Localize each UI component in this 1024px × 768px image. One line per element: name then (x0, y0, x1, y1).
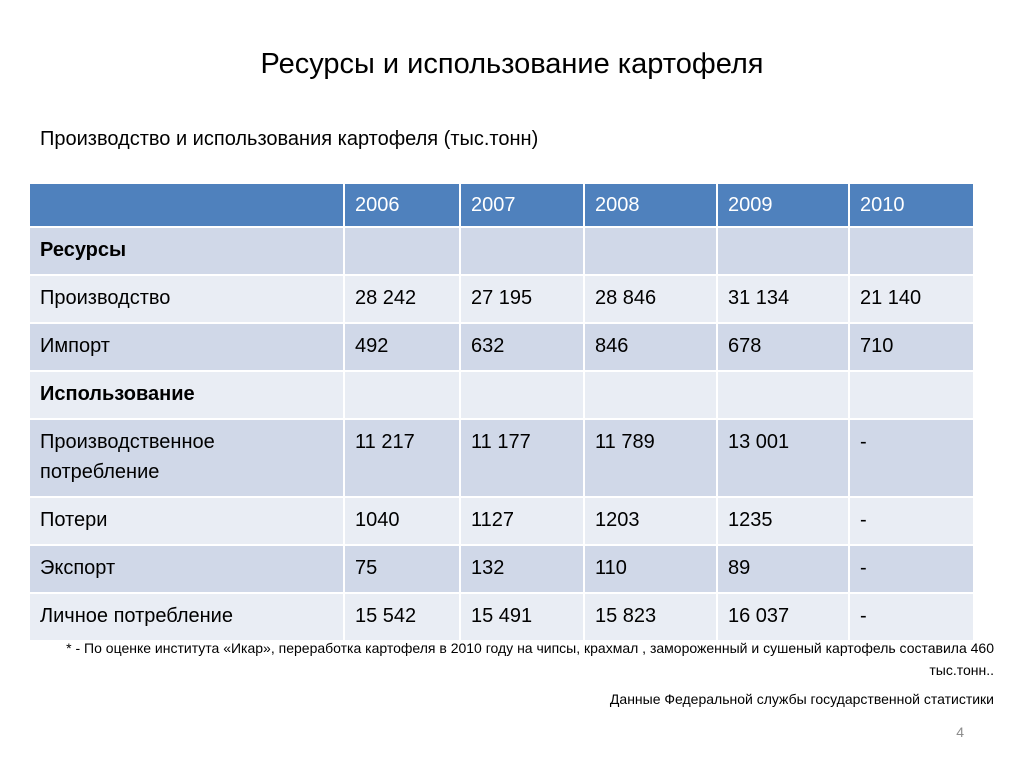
table-cell (583, 226, 718, 276)
table-row: Потери 1040 1127 1203 1235 - (28, 496, 975, 546)
table-row: Личное потребление 15 542 15 491 15 823 … (28, 592, 975, 642)
header-cell: 2010 (848, 182, 975, 228)
row-label: Ресурсы (28, 226, 345, 276)
table-cell: 11 217 (343, 418, 461, 498)
table-cell: 132 (459, 544, 585, 594)
header-cell: 2009 (716, 182, 850, 228)
page-number: 4 (956, 724, 964, 740)
table-cell: - (848, 544, 975, 594)
source-note: Данные Федеральной службы государственно… (609, 691, 994, 707)
row-label: Импорт (28, 322, 345, 372)
table-cell: 1127 (459, 496, 585, 546)
table-cell: 632 (459, 322, 585, 372)
table-cell: 16 037 (716, 592, 850, 642)
table-cell: 1203 (583, 496, 718, 546)
header-cell: 2007 (459, 182, 585, 228)
table-cell: 110 (583, 544, 718, 594)
table-cell: 75 (343, 544, 461, 594)
table-cell: 710 (848, 322, 975, 372)
table-row: Экспорт 75 132 110 89 - (28, 544, 975, 594)
table-cell (583, 370, 718, 420)
row-label: Личное потребление (28, 592, 345, 642)
row-label: Производственное потребление (28, 418, 345, 498)
table-cell: 11 789 (583, 418, 718, 498)
table-row: Использование (28, 370, 975, 420)
table-cell: - (848, 418, 975, 498)
table-cell (343, 370, 461, 420)
header-cell: 2008 (583, 182, 718, 228)
potato-data-table: 2006 2007 2008 2009 2010 Ресурсы Произво… (28, 182, 975, 642)
table-cell: - (848, 592, 975, 642)
table-cell: 28 242 (343, 274, 461, 324)
table-cell: 678 (716, 322, 850, 372)
table-cell: 13 001 (716, 418, 850, 498)
row-label: Использование (28, 370, 345, 420)
table-cell: 846 (583, 322, 718, 372)
table-cell: 21 140 (848, 274, 975, 324)
table-cell (848, 226, 975, 276)
row-label: Потери (28, 496, 345, 546)
table-row: Импорт 492 632 846 678 710 (28, 322, 975, 372)
row-label: Экспорт (28, 544, 345, 594)
table-cell: 28 846 (583, 274, 718, 324)
table-cell (848, 370, 975, 420)
table-cell: 11 177 (459, 418, 585, 498)
header-cell: 2006 (343, 182, 461, 228)
row-label: Производство (28, 274, 345, 324)
table-cell: 492 (343, 322, 461, 372)
table-cell (459, 226, 585, 276)
table-cell: 27 195 (459, 274, 585, 324)
table-cell: 89 (716, 544, 850, 594)
table-cell: 15 491 (459, 592, 585, 642)
header-cell (28, 182, 345, 228)
table-row: Производственное потребление 11 217 11 1… (28, 418, 975, 498)
table-cell (459, 370, 585, 420)
footnote: * - По оценке института «Икар», перерабо… (66, 640, 994, 678)
table-caption: Производство и использования картофеля (… (40, 128, 539, 150)
table-cell: 1040 (343, 496, 461, 546)
table-cell (716, 370, 850, 420)
table-cell: 15 542 (343, 592, 461, 642)
table-cell: 31 134 (716, 274, 850, 324)
table-cell (343, 226, 461, 276)
table-cell: 15 823 (583, 592, 718, 642)
table-cell (716, 226, 850, 276)
slide-title: Ресурсы и использование картофеля (260, 48, 764, 80)
table-cell: - (848, 496, 975, 546)
table-header-row: 2006 2007 2008 2009 2010 (28, 182, 975, 228)
table-cell: 1235 (716, 496, 850, 546)
table-row: Ресурсы (28, 226, 975, 276)
table-row: Производство 28 242 27 195 28 846 31 134… (28, 274, 975, 324)
